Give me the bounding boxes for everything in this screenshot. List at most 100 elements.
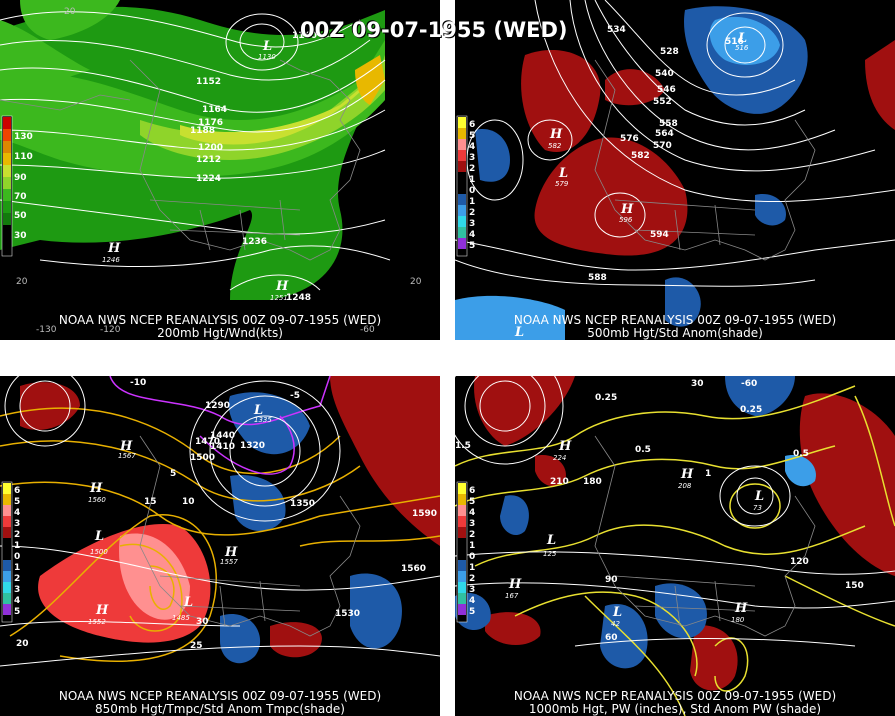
high-center: H [734,601,748,616]
panel-caption-source: NOAA NWS NCEP REANALYSIS 00Z 09-07-1955 … [58,313,382,327]
contour-label: 552 [653,97,672,107]
contour-label: 20 [16,639,29,649]
contour-label: 1.5 [455,441,471,451]
contour-label: 1176 [198,118,223,128]
center-value: 1335 [254,416,272,424]
high-center: H [549,127,563,142]
lon-label: -60 [360,325,375,335]
coastline-850mb [139,435,361,637]
contour-label: 0.25 [740,405,762,415]
legend-label: 5 [14,497,20,507]
legend-label: 4 [14,596,20,606]
panel-500mb: 6 5 4 3 2 1 0 1 2 3 4 5 516 528 534 540 … [455,0,895,340]
high-center: H [119,439,133,454]
contour-label: 1188 [190,126,215,136]
contour-label: 30 [196,617,209,627]
legend-label: 3 [469,219,475,229]
legend-label: 1 [14,541,20,551]
anom-negative-se [350,573,402,649]
anom-positive-sw [485,612,541,646]
center-value: 1567 [118,452,136,460]
contour-label: 1320 [240,441,265,451]
contour-label: 120 [790,557,809,567]
legend-label: 4 [469,508,475,518]
center-value: 1557 [220,558,238,566]
high-center: H [107,241,121,256]
figure-title: 00Z 09-07-1955 (WED) [300,18,568,42]
high-center: H [89,481,103,496]
panel-caption-source: NOAA NWS NCEP REANALYSIS 00Z 09-07-1955 … [513,689,837,703]
coastline-200mb [0,59,361,261]
legend-label: 5 [469,607,475,617]
center-value: 596 [619,216,633,224]
anom-negative-s [600,604,648,669]
contour-label: 0.5 [793,449,809,459]
contour-label: 546 [657,85,676,95]
legend-label: 0 [469,186,475,196]
contour-label: 576 [620,134,639,144]
contour-label: 210 [550,477,569,487]
jet-band-north [20,0,120,40]
contour-label: 1236 [242,237,267,247]
contour-label: 534 [607,25,626,35]
anom-negative-north [725,376,795,416]
legend-label: 3 [14,585,20,595]
legend-label: 2 [14,574,20,584]
legend-label: 1 [469,175,475,185]
jet-core [180,80,370,145]
legend-label: 2 [469,574,475,584]
lat-label: 20 [16,277,28,287]
legend-label: 4 [469,596,475,606]
contour-label: 1152 [196,77,221,87]
contour-label: -60 [741,379,757,389]
anom-negative-west [500,495,529,536]
contour-label: 588 [588,273,607,283]
legend-label: 30 [14,231,27,241]
legend-label: 70 [14,192,27,202]
contour-label: 1200 [198,143,223,153]
low-center: L [262,39,272,54]
center-value: 1130 [258,53,276,61]
lon-label: -130 [36,325,57,335]
contour-label: 180 [583,477,602,487]
legend-label: 1 [469,563,475,573]
contour-label: 25 [190,641,203,651]
pw-contours [455,385,895,716]
lon-label: -120 [100,325,121,335]
anom-negative-central [655,583,707,639]
legend-label: 6 [14,486,20,496]
high-center: H [275,279,289,294]
anom-positive-west [521,49,601,152]
center-value: 1560 [88,496,106,504]
panel-200mb: 130 110 90 70 50 30 1140 1152 1164 1176 … [0,0,440,340]
contour-label: 1140 [292,31,317,41]
anom-positive-east [799,393,895,576]
map-200mb: 130 110 90 70 50 30 1140 1152 1164 1176 … [0,0,422,335]
anom-positive-east [330,376,440,546]
contour-label: 0.5 [635,445,651,455]
panel-caption-field: 1000mb Hgt, PW (inches), Std Anom PW (sh… [528,702,822,716]
contour-label: 1248 [286,293,311,303]
legend-label: 6 [469,486,475,496]
center-value: 42 [611,620,620,628]
contour-label: 15 [144,497,157,507]
center-value: 1246 [102,256,120,264]
lat-label: 20 [64,7,76,17]
contour-label: 5 [170,469,176,479]
contour-label: 1560 [401,564,426,574]
center-value: 582 [548,142,562,150]
legend-label: 4 [14,508,20,518]
center-value: 125 [543,550,557,558]
anom-negative-se [665,277,701,327]
panel-850mb: 6 5 4 3 2 1 0 1 2 3 4 5 1290 1320 1350 1… [0,376,440,716]
height-contours-850mb [0,376,440,667]
legend-label: 130 [14,132,33,142]
center-value: 516 [735,44,749,52]
anom-negative-se2 [755,194,786,226]
height-contours-200mb [0,11,391,291]
high-center: H [620,202,634,217]
anom-negative-se [785,455,816,487]
legend-label: 1 [469,541,475,551]
anom-positive-north [605,69,665,106]
